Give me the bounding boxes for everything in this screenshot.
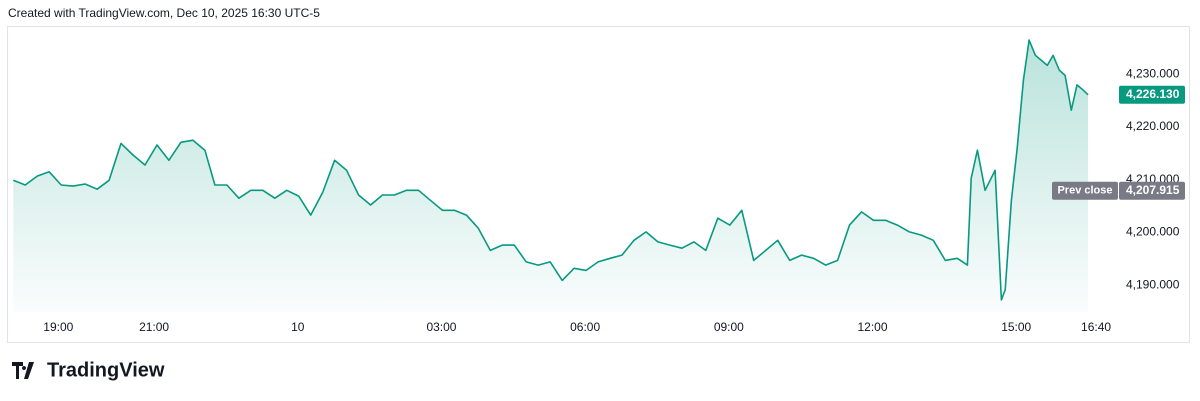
y-tick-label: 4,200.000 bbox=[1126, 225, 1180, 239]
header: Created with TradingView.com, Dec 10, 20… bbox=[8, 6, 320, 20]
y-tick-label: 4,190.000 bbox=[1126, 277, 1180, 291]
x-tick-label: 12:00 bbox=[858, 320, 888, 334]
x-tick-label: 10 bbox=[291, 320, 305, 334]
price-line bbox=[13, 39, 1089, 301]
y-tick-label: 4,220.000 bbox=[1126, 119, 1180, 133]
y-tick-label: 4,230.000 bbox=[1126, 67, 1180, 81]
x-tick-label: 21:00 bbox=[139, 320, 169, 334]
prev-close-label: 4,207.915 bbox=[1126, 183, 1180, 197]
x-tick-label: 19:00 bbox=[43, 320, 73, 334]
x-tick-label: 15:00 bbox=[1001, 320, 1031, 334]
last-price-badge bbox=[1119, 85, 1185, 104]
last-price-label: 4,226.130 bbox=[1126, 87, 1180, 101]
x-tick-label: 06:00 bbox=[570, 320, 600, 334]
brand: TradingView bbox=[47, 359, 165, 381]
x-tick-label: 16:40 bbox=[1081, 320, 1111, 334]
prev-close-tag bbox=[1052, 181, 1118, 200]
x-tick-label: 03:00 bbox=[426, 320, 456, 334]
chart-frame bbox=[7, 26, 1190, 343]
prev-close-badge bbox=[1119, 181, 1185, 200]
prev-close-name: Prev close bbox=[1057, 185, 1112, 197]
x-tick-label: 09:00 bbox=[714, 320, 744, 334]
logo-icon bbox=[12, 362, 34, 379]
logo bbox=[12, 362, 34, 379]
area-fill bbox=[13, 40, 1089, 312]
